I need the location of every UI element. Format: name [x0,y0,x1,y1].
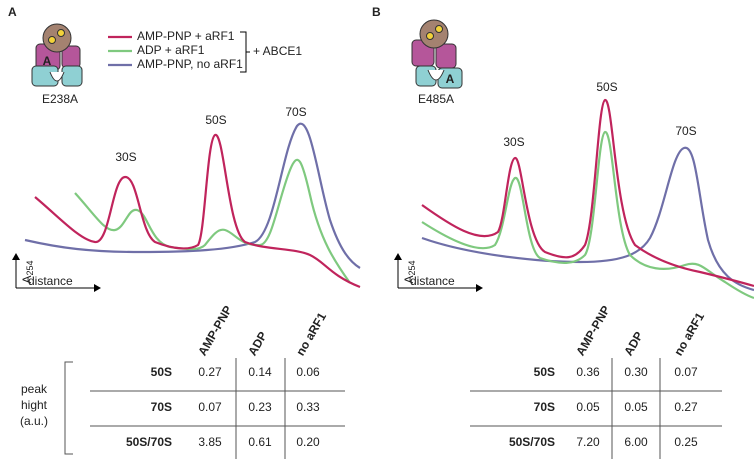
row-label: 50S [151,365,172,379]
cell: 0.61 [248,435,272,449]
row-label: 50S [534,365,555,379]
row-label: 50S/70S [509,435,555,449]
y-axis-label: A254 [402,260,417,283]
peak-label: 30S [115,150,136,164]
cell: 0.05 [624,400,648,414]
cell: 0.07 [198,400,222,414]
cell: 0.27 [198,365,222,379]
cell: 0.06 [296,365,320,379]
row-label: 70S [151,400,172,414]
table-lines [64,358,722,459]
row-label: 70S [534,400,555,414]
column-header: ADP [621,329,646,358]
cell: 0.30 [624,365,648,379]
y-axis-subscript: 254 [25,260,35,275]
cell: 7.20 [576,435,600,449]
icon-a [31,23,83,87]
legend-label: AMP-PNP + aRF1 [137,29,235,43]
icon-b [411,19,463,89]
curve [34,133,361,289]
cell: 0.20 [296,435,320,449]
peak-label: 50S [205,113,226,127]
cell: 6.00 [624,435,648,449]
y-axis-label: A254 [20,260,35,283]
column-header: AMP-PNP [573,303,613,358]
x-axis-label: distance [410,274,455,288]
y-axis-symbol: A [402,276,416,284]
icon-label: A [43,54,52,68]
column-header: no aRF1 [671,310,707,358]
panel-label: A [8,5,17,19]
cell: 0.33 [296,400,320,414]
peak-label: 70S [675,124,696,138]
y-axis-symbol: A [20,276,34,284]
column-header: AMP-PNP [195,303,235,358]
column-header: no aRF1 [293,310,329,358]
cell: 0.07 [674,365,698,379]
curve [421,98,754,288]
curve [24,122,361,269]
mutant-label: E485A [418,92,454,106]
cell: 0.05 [576,400,600,414]
panel-label: B [372,5,381,19]
y-axis-subscript: 254 [407,260,417,275]
legend-bracket [240,31,250,73]
legend-label: ADP + aRF1 [137,43,205,57]
mutant-label: E238A [42,92,78,106]
x-axis-label: distance [28,274,73,288]
cell: 0.23 [248,400,272,414]
row-header: (a.u.) [20,414,48,428]
peak-label: 70S [285,105,306,119]
curve [74,158,351,284]
curve [421,146,754,292]
peak-label: 30S [503,135,524,149]
row-label: 50S/70S [126,435,172,449]
peak-label: 50S [596,80,617,94]
row-header: peak [21,382,48,396]
cell: 3.85 [198,435,222,449]
cell: 0.27 [674,400,698,414]
column-header: ADP [245,329,270,358]
cell: 0.25 [674,435,698,449]
cell: 0.36 [576,365,600,379]
row-header: hight [21,398,48,412]
legend-group: + ABCE1 [253,44,302,58]
curve [421,130,754,300]
legend-label: AMP-PNP, no aRF1 [137,57,243,71]
cell: 0.14 [248,365,272,379]
icon-label: A [446,72,455,86]
